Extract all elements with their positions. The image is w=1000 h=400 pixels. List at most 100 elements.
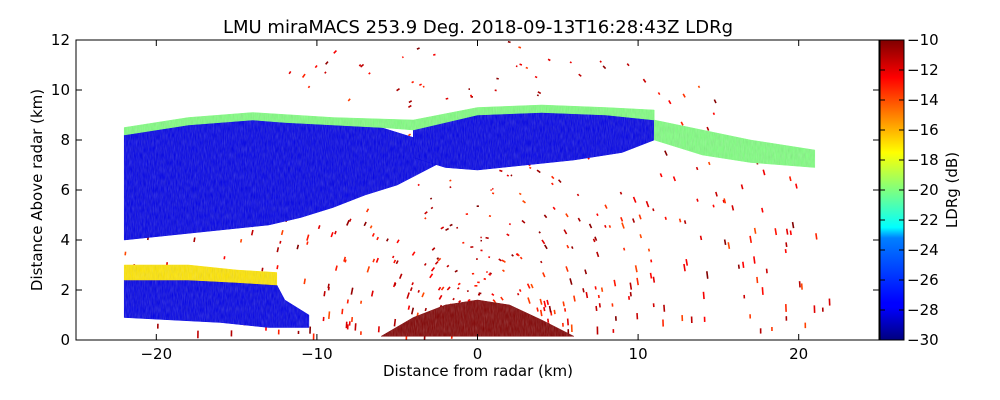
speckle-mark [594, 236, 598, 241]
speckle-mark [623, 247, 626, 251]
speckle-mark [696, 198, 699, 202]
speckle-mark [762, 169, 766, 176]
speckle-mark [301, 73, 306, 78]
speckle-mark [419, 83, 422, 86]
speckle-mark [542, 272, 546, 278]
speckle-mark [683, 263, 686, 272]
speckle-mark [398, 273, 403, 280]
colorbar-tick-label: −20 [907, 181, 939, 199]
speckle-mark [598, 303, 601, 308]
speckle-mark [457, 282, 461, 286]
speckle-mark [753, 256, 756, 264]
speckle-mark [594, 286, 597, 290]
x-tick-label: 20 [789, 345, 808, 363]
speckle-mark [499, 169, 503, 173]
colorbar-tick-label: −22 [907, 211, 939, 229]
region-texture-anvil-extension [654, 120, 815, 168]
speckle-mark [536, 307, 539, 312]
speckle-mark [456, 287, 460, 290]
speckle-mark [350, 287, 354, 295]
speckle-mark [250, 229, 254, 236]
speckle-mark [314, 65, 318, 69]
speckle-mark [552, 206, 556, 211]
speckle-mark [371, 232, 375, 237]
speckle-mark [452, 297, 455, 301]
speckle-mark [708, 161, 711, 166]
speckle-mark [421, 292, 425, 298]
region-texture-cloud-top-edge [124, 105, 655, 135]
speckle-mark [410, 307, 415, 315]
speckle-mark [411, 80, 415, 84]
speckle-mark [368, 72, 371, 75]
speckle-mark [539, 309, 543, 317]
region-texture-main-cloud-right [413, 112, 655, 170]
speckle-mark [279, 240, 282, 244]
speckle-mark [595, 305, 598, 312]
speckle-mark [672, 176, 677, 182]
colorbar-tick-label: −28 [907, 301, 939, 319]
speckle-mark [600, 287, 604, 292]
speckle-mark [239, 238, 243, 243]
speckle-mark [333, 49, 338, 54]
speckle-mark [424, 211, 428, 215]
speckle-mark [789, 230, 792, 236]
speckle-mark [578, 73, 582, 77]
speckle-mark [785, 228, 789, 235]
speckle-mark [588, 223, 593, 229]
speckle-mark [491, 293, 495, 297]
speckle-mark [407, 305, 411, 310]
axes-layer: −20 −10 0 10 20 0 2 4 6 8 10 12 [51, 31, 879, 363]
speckle-mark [650, 259, 653, 263]
speckle-mark [508, 223, 512, 226]
speckle-mark [341, 308, 344, 315]
speckle-mark [437, 257, 442, 262]
y-tick-label: 4 [60, 231, 70, 249]
speckle-mark [519, 256, 523, 260]
speckle-mark [518, 289, 522, 292]
colorbar-tick-label: −16 [907, 121, 939, 139]
speckle-mark [682, 93, 686, 98]
speckle-mark [325, 61, 329, 65]
speckle-mark [193, 237, 196, 243]
speckle-mark [626, 63, 630, 67]
colorbar-tick-label: −24 [907, 241, 939, 259]
speckle-mark [510, 174, 513, 177]
x-tick-label: −20 [140, 345, 172, 363]
speckle-mark [538, 231, 541, 234]
y-axis-title: Distance Above radar (km) [28, 89, 46, 291]
speckle-mark [334, 230, 337, 235]
speckle-mark [539, 298, 543, 305]
speckle-mark [500, 296, 504, 301]
speckle-mark [466, 290, 469, 293]
colorbar-tick-label: −26 [907, 271, 939, 289]
speckle-mark [621, 222, 625, 229]
speckle-mark [396, 239, 400, 244]
speckle-mark [518, 46, 522, 49]
speckle-mark [727, 242, 731, 250]
speckle-mark [563, 229, 568, 235]
speckle-mark [334, 265, 338, 271]
speckle-mark [683, 220, 687, 225]
speckle-mark [592, 238, 596, 243]
speckle-mark [344, 259, 347, 263]
speckle-mark [723, 198, 727, 204]
colorbar-tick-label: −14 [907, 91, 939, 109]
speckle-mark [645, 200, 650, 208]
speckle-mark [756, 276, 759, 284]
region-layer [123, 104, 816, 337]
speckle-mark [431, 247, 436, 251]
speckle-mark [753, 227, 757, 234]
speckle-mark [488, 273, 492, 276]
speckle-mark [565, 266, 569, 272]
speckle-mark [449, 186, 452, 189]
speckle-mark [522, 200, 526, 204]
region-texture-melting-layer [124, 265, 277, 285]
speckle-mark [507, 40, 511, 44]
speckle-mark [740, 184, 744, 190]
region-texture-lower-cloud-band [124, 280, 309, 328]
speckle-mark [562, 301, 565, 307]
speckle-mark [409, 287, 413, 292]
speckle-mark [501, 269, 505, 273]
speckle-mark [330, 231, 334, 238]
speckle-mark [411, 282, 414, 286]
